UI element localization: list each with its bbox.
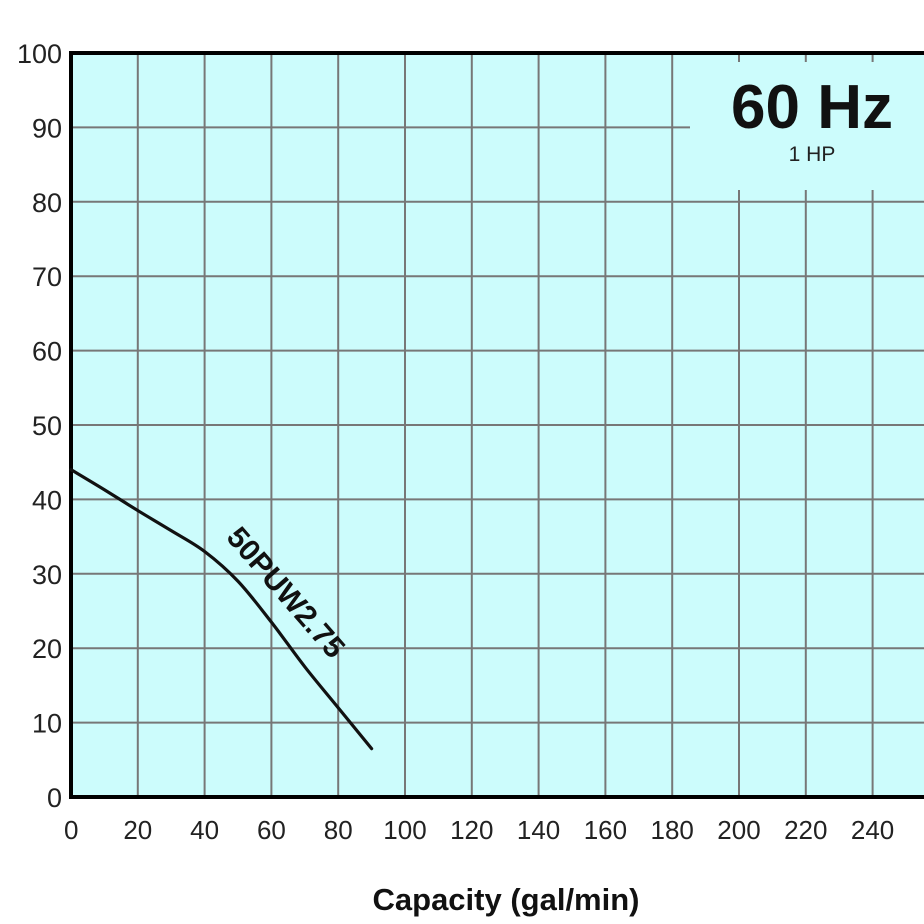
y-tick-label: 30 [32,560,62,590]
x-tick-label: 140 [517,815,560,845]
series-line [69,468,374,751]
x-tick-label: 200 [717,815,760,845]
y-tick-label: 50 [32,411,62,441]
y-tick-label: 10 [32,709,62,739]
y-tick-label: 0 [47,783,62,813]
grid [71,53,924,797]
y-tick-label: 70 [32,262,62,292]
x-tick-label: 60 [257,815,286,845]
y-tick-label: 90 [32,113,62,143]
y-tick-label: 20 [32,634,62,664]
x-tick-label: 160 [584,815,627,845]
x-tick-label: 80 [324,815,353,845]
x-axis-label: Capacity (gal/min) [373,882,640,917]
x-tick-labels: 0204060801001201401601802002202402 [64,815,894,845]
x-tick-label: 20 [123,815,152,845]
y-tick-label: 60 [32,337,62,367]
x-tick-label: 0 [64,815,78,845]
x-tick-label: 120 [450,815,493,845]
x-tick-label: 40 [190,815,219,845]
y-tick-labels: 0 10 20 30 40 50 60 70 80 90 100 [17,39,62,813]
title-panel [690,62,924,190]
frequency-label: 60 Hz [731,73,893,142]
y-tick-label: 40 [32,485,62,515]
x-tick-label: 100 [383,815,426,845]
power-label: 1 HP [789,143,836,166]
x-tick-label: 180 [651,815,694,845]
axes [69,51,924,799]
y-tick-label: 100 [17,39,62,69]
x-tick-label: 220 [784,815,827,845]
y-tick-label: 80 [32,188,62,218]
x-tick-label: 240 [851,815,894,845]
